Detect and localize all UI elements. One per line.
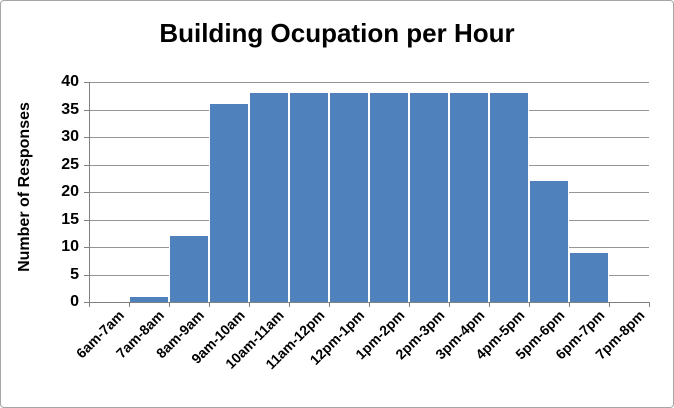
y-tick-label: 30	[61, 128, 79, 145]
y-tick-mark	[84, 192, 89, 193]
y-tick-mark	[84, 219, 89, 221]
y-axis-line	[89, 82, 90, 302]
x-tick-mark	[289, 302, 290, 307]
y-gridline	[89, 82, 649, 83]
y-tick-label: 25	[61, 155, 79, 173]
y-tick-mark	[84, 302, 89, 303]
y-tick-mark	[84, 164, 89, 166]
x-tick-mark	[369, 302, 370, 307]
x-tick-mark	[489, 302, 490, 307]
x-tick-mark	[329, 302, 330, 307]
bar-7am-8am	[129, 296, 169, 302]
bar-11am-12pm	[289, 93, 329, 302]
bar-4pm-5pm	[489, 93, 529, 302]
x-tick-mark	[409, 302, 410, 307]
x-tick-mark	[129, 302, 130, 307]
bar-8am-9am	[169, 236, 209, 302]
y-tick-mark	[84, 109, 89, 111]
x-tick-mark	[249, 302, 250, 307]
y-tick-mark	[84, 247, 89, 248]
x-tick-mark	[529, 302, 530, 307]
x-tick-mark	[89, 302, 90, 307]
y-tick-label: 0	[70, 293, 79, 310]
y-tick-mark	[84, 137, 89, 138]
x-tick-mark	[569, 302, 570, 307]
y-axis-title: Number of Responses	[16, 102, 33, 272]
y-tick-label: 15	[61, 210, 79, 228]
y-tick-label: 20	[61, 183, 79, 200]
bar-5pm-6pm	[529, 181, 569, 302]
y-tick-label: 10	[61, 238, 79, 255]
y-tick-label: 40	[61, 73, 79, 90]
x-tick-mark	[449, 302, 450, 307]
y-tick-label: 35	[61, 100, 79, 118]
y-tick-mark	[84, 274, 89, 276]
bar-3pm-4pm	[449, 93, 489, 302]
bar-12pm-1pm	[329, 93, 369, 302]
bar-9am-10am	[209, 104, 249, 302]
x-tick-mark	[649, 302, 650, 307]
y-tick-label: 5	[70, 265, 79, 283]
bar-1pm-2pm	[369, 93, 409, 302]
bar-10am-11am	[249, 93, 289, 302]
x-tick-mark	[609, 302, 610, 307]
y-tick-mark	[84, 82, 89, 83]
x-tick-mark	[169, 302, 170, 307]
bar-6pm-7pm	[569, 252, 609, 302]
bar-2pm-3pm	[409, 93, 449, 302]
x-tick-mark	[209, 302, 210, 307]
chart-title: Building Ocupation per Hour	[159, 18, 515, 48]
